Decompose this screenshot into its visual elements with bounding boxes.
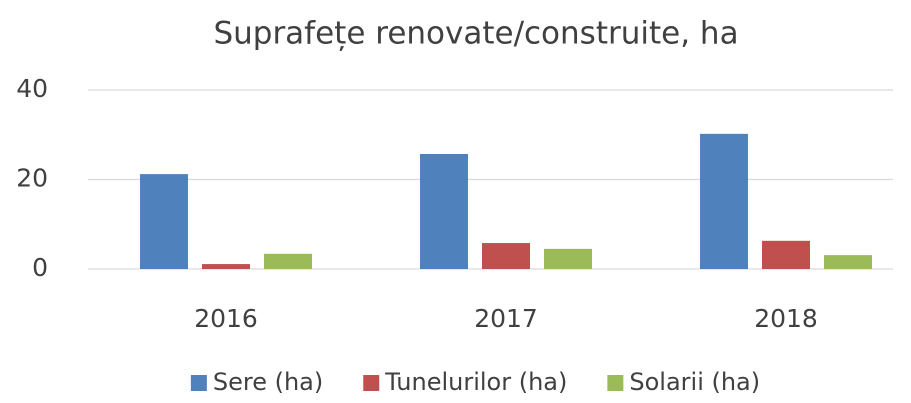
legend-swatch bbox=[363, 375, 380, 391]
bar bbox=[762, 240, 810, 269]
bar bbox=[824, 255, 872, 269]
chart-title: Suprafețe renovate/construite, ha bbox=[213, 16, 738, 52]
bar bbox=[420, 153, 468, 269]
x-tick-label: 2016 bbox=[194, 304, 258, 333]
legend-label: Sere (ha) bbox=[213, 368, 323, 396]
bar bbox=[264, 253, 312, 269]
x-tick-label: 2018 bbox=[754, 304, 818, 333]
legend-label: Tunelurilor (ha) bbox=[384, 368, 567, 396]
bar bbox=[140, 174, 188, 269]
bar bbox=[482, 243, 530, 269]
y-tick-label: 40 bbox=[16, 74, 48, 103]
y-tick-label: 0 bbox=[32, 253, 48, 282]
bar bbox=[544, 248, 592, 269]
legend-swatch bbox=[190, 375, 207, 391]
bar bbox=[700, 133, 748, 269]
x-tick-label: 2017 bbox=[474, 304, 538, 333]
y-tick-label: 20 bbox=[16, 164, 48, 193]
legend-label: Solarii (ha) bbox=[629, 368, 760, 396]
bar bbox=[202, 264, 250, 269]
legend-swatch bbox=[607, 375, 624, 391]
